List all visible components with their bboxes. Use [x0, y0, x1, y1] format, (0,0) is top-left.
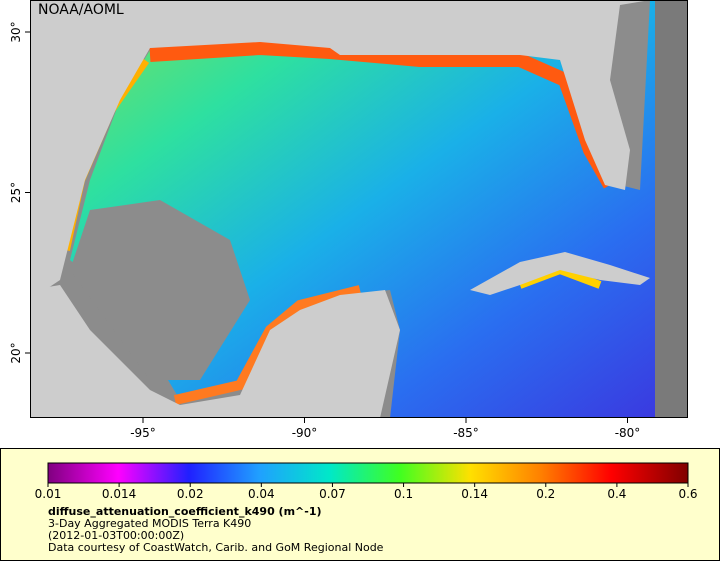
x-tick-label: -85° [453, 426, 479, 440]
colorbar-tick-label: 0.2 [536, 487, 555, 501]
variable-name: diffuse_attenuation_coefficient_k490 (m^… [48, 505, 322, 518]
colorbar-tick-label: 0.01 [35, 487, 62, 501]
colorbar-tick-label: 0.04 [248, 487, 275, 501]
colorbar-tick-label: 0.014 [102, 487, 136, 501]
land [30, 285, 400, 418]
x-tick-label: -95° [130, 426, 156, 440]
land [470, 252, 650, 295]
x-axis: -95° -90° -85° -80° [130, 418, 640, 440]
colorbar-tick-label: 0.6 [678, 487, 697, 501]
time-label: (2012-01-03T00:00:00Z) [48, 529, 184, 542]
map-frame [30, 0, 688, 418]
colorbar [47, 462, 689, 484]
y-tick-label: 30° [9, 21, 23, 42]
map-area: NOAA/AOML [30, 0, 688, 418]
colorbar-tick-label: 0.02 [177, 487, 204, 501]
x-tick-label: -80° [615, 426, 641, 440]
no-data-strip [655, 0, 688, 418]
colorbar-tick-label: 0.14 [461, 487, 488, 501]
land [30, 0, 650, 300]
colorbar-tick-label: 0.4 [607, 487, 626, 501]
y-axis: 30° 25° 20° [9, 21, 30, 364]
colorbar-tick-label: 0.07 [319, 487, 346, 501]
y-tick-label: 20° [9, 342, 23, 363]
credit: Data courtesy of CoastWatch, Carib. and … [48, 541, 384, 554]
dataset-title: 3-Day Aggregated MODIS Terra K490 [48, 517, 251, 530]
y-tick-label: 25° [9, 182, 23, 203]
colorbar-ticks: 0.01 0.014 0.02 0.04 0.07 0.1 0.14 0.2 0.4 0.6 [35, 483, 698, 501]
watermark: NOAA/AOML [38, 2, 124, 18]
x-tick-label: -90° [292, 426, 318, 440]
colorbar-tick-label: 0.1 [394, 487, 413, 501]
sw-no-data [70, 200, 250, 380]
